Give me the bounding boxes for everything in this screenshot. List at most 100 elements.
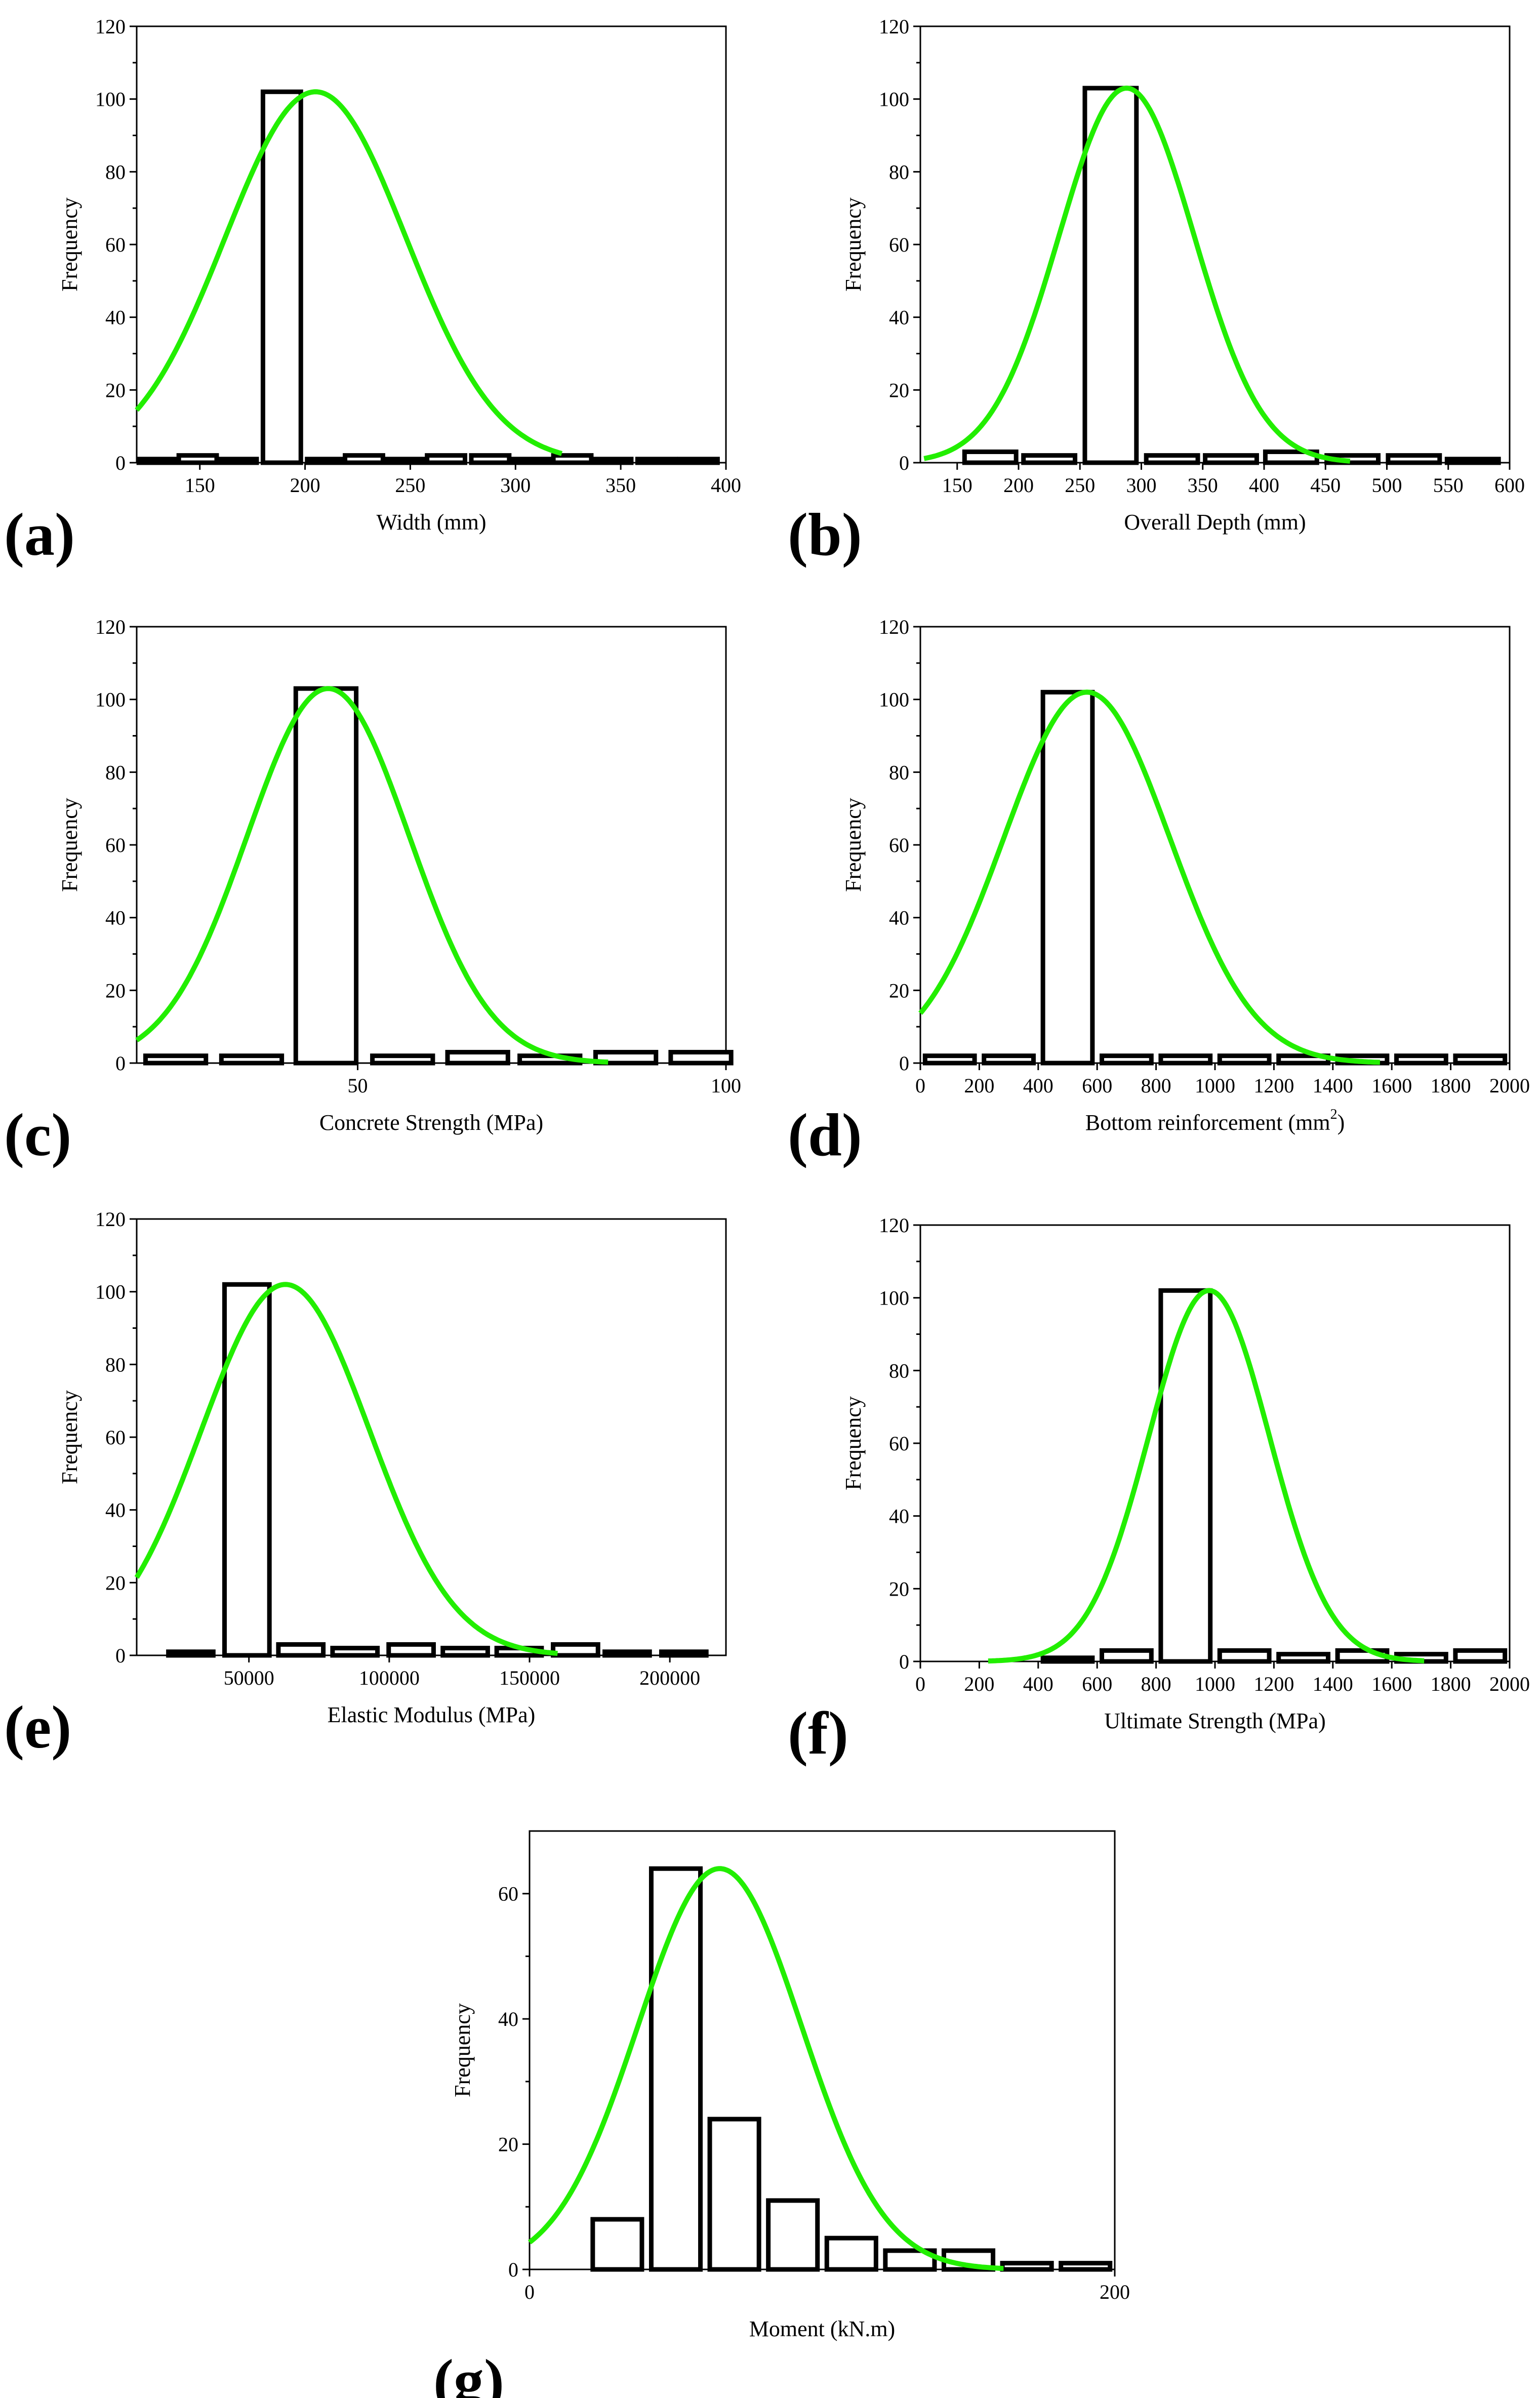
plot-frame: [529, 1830, 1116, 2270]
y-tick-label: 0: [115, 452, 126, 474]
x-tick-label: 600: [1082, 1074, 1112, 1097]
x-tick-label: 2000: [1489, 1074, 1530, 1097]
y-tick-label: 60: [498, 1883, 518, 1905]
histogram-bar: [1144, 453, 1200, 465]
histogram-bar: [635, 457, 678, 465]
x-axis-label-text: Bottom reinforcement (mm: [1085, 1110, 1330, 1135]
y-tick-label: 120: [879, 616, 909, 638]
x-tick-label: 800: [1141, 1673, 1171, 1695]
x-tick-label: 200: [290, 474, 320, 497]
histogram-bar: [1217, 1648, 1272, 1664]
y-tick-label: 100: [95, 1281, 126, 1304]
panel-label: (f): [788, 1699, 848, 1767]
panel-label: (b): [788, 501, 862, 568]
histogram-bar: [260, 89, 303, 465]
x-axis-label-end: ): [1338, 1110, 1345, 1135]
histogram-bar: [176, 453, 219, 465]
x-tick-label: 200: [964, 1673, 994, 1695]
histogram-bar: [962, 449, 1019, 465]
x-tick-label: 0: [915, 1673, 925, 1695]
y-tick-label: 40: [105, 907, 126, 929]
x-tick-label: 1600: [1371, 1074, 1412, 1097]
y-tick-label: 100: [879, 88, 909, 111]
histogram-bar: [136, 457, 179, 465]
histogram-bars: [922, 689, 1508, 1066]
y-tick-label: 100: [95, 88, 126, 111]
y-axis-label: Frequency: [57, 1390, 82, 1484]
histogram-bar: [677, 457, 720, 465]
histogram-bars: [166, 1282, 709, 1658]
histogram-bar: [1059, 2261, 1113, 2272]
y-tick-label: 0: [899, 452, 909, 474]
histogram-bar: [824, 2236, 878, 2272]
histogram-bar: [1158, 1053, 1213, 1066]
y-tick-label: 80: [105, 761, 126, 784]
histogram-bar: [1040, 1655, 1095, 1664]
x-tick-label: 400: [1023, 1074, 1053, 1097]
x-tick-label: 450: [1310, 474, 1341, 497]
y-tick-label: 0: [899, 1650, 909, 1673]
histogram-bar: [276, 1642, 326, 1658]
y-tick-label: 20: [889, 979, 909, 1002]
histogram-bar: [370, 1053, 435, 1066]
x-tick-label: 200000: [639, 1667, 700, 1689]
y-axis-label: Frequency: [841, 197, 866, 292]
histogram-bar: [219, 1053, 285, 1066]
y-tick-label: 120: [95, 15, 126, 38]
histogram-bar: [1100, 1648, 1154, 1664]
normal-fit-curve: [918, 689, 1381, 1065]
histogram-bar: [551, 453, 594, 465]
histogram-bar: [883, 2248, 937, 2272]
histogram-bar: [668, 1049, 734, 1066]
histogram-bar: [143, 1053, 209, 1066]
y-tick-label: 20: [105, 379, 126, 401]
normal-fit-curve: [987, 1288, 1425, 1664]
normal-fit-curve: [135, 686, 609, 1065]
x-tick-label: 200: [1100, 2281, 1130, 2303]
plot-frame: [919, 626, 1511, 1064]
x-tick-label: 150: [942, 474, 972, 497]
histogram-bar: [1276, 1652, 1330, 1664]
histogram-bar: [425, 453, 468, 465]
x-tick-label: 250: [1065, 474, 1095, 497]
x-tick-label: 1200: [1253, 1074, 1294, 1097]
normal-fit-curve: [528, 1866, 1004, 2271]
y-tick-label: 20: [889, 379, 909, 401]
y-axis-label: Frequency: [841, 798, 866, 892]
histogram-bar: [1100, 1053, 1154, 1066]
histogram-bar: [305, 457, 348, 465]
histogram-bar: [707, 2117, 761, 2272]
y-axis-label: Frequency: [57, 197, 82, 292]
histogram-bar: [1082, 86, 1139, 465]
histogram-bar: [591, 457, 634, 465]
y-tick-label: 100: [879, 1287, 909, 1310]
x-tick-label: 1400: [1313, 1074, 1353, 1097]
x-axis-label-superscript: 2: [1330, 1107, 1338, 1122]
y-tick-label: 120: [879, 1214, 909, 1237]
histogram-bar: [386, 1642, 436, 1658]
x-tick-label: 200: [1003, 474, 1034, 497]
panel-b: 0 20 40 60 80 100 120 150 200 250 300 350 400 450 500 5…: [788, 15, 1525, 568]
y-tick-label: 40: [105, 1499, 126, 1522]
x-tick-label: 600: [1082, 1673, 1112, 1695]
x-axis-label: Concrete Strength (MPa): [319, 1110, 543, 1135]
axis-ticks: 0 20 40 60 80 100 120 50000 100000 150000 200000: [95, 1208, 700, 1689]
histogram-bar: [551, 1642, 600, 1658]
panel-label: (c): [4, 1101, 71, 1168]
y-tick-label: 0: [115, 1644, 126, 1667]
normal-fit-curve: [923, 86, 1351, 464]
y-tick-label: 60: [105, 1426, 126, 1449]
x-tick-label: 150: [185, 474, 215, 497]
histogram-bar: [922, 1053, 977, 1066]
histogram-bar: [982, 1053, 1036, 1066]
x-tick-label: 150000: [499, 1667, 560, 1689]
y-tick-label: 80: [105, 1353, 126, 1376]
x-tick-label: 1000: [1195, 1074, 1235, 1097]
plot-frame: [136, 25, 727, 464]
x-tick-label: 600: [1494, 474, 1525, 497]
histogram-bar: [766, 2198, 820, 2272]
histogram-bar: [659, 1649, 709, 1658]
y-tick-label: 40: [889, 306, 909, 329]
histogram-bar: [1040, 689, 1095, 1066]
